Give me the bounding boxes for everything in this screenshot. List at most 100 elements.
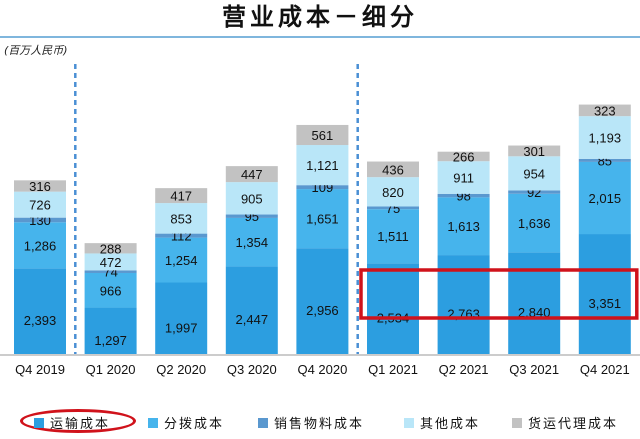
title-underline: [0, 36, 640, 38]
x-tick-label-q1-2020: Q1 2020: [86, 362, 136, 377]
bar-segment-q4-2021-other: [578, 116, 631, 159]
legend-swatch-other: [404, 417, 414, 428]
data-label-q4-2019-freight-agency: 316: [29, 179, 51, 194]
bar-segment-q3-2020-sales-material: [225, 214, 278, 218]
x-tick-label-q2-2020: Q2 2020: [156, 362, 206, 377]
data-label-q1-2020-other: 472: [100, 255, 122, 270]
x-tick-label-q3-2021: Q3 2021: [509, 362, 559, 377]
bar-segment-q4-2020-freight-agency: [296, 124, 349, 146]
data-label-q3-2021-other: 954: [523, 166, 545, 181]
bar-segment-q1-2021-subcontract: [367, 209, 419, 264]
data-label-q3-2020-subcontract: 1,354: [236, 235, 269, 250]
data-label-q2-2020-subcontract: 1,254: [165, 253, 198, 268]
bar-segment-q1-2021-sales-material: [367, 206, 419, 210]
bar-segment-q3-2021-other: [508, 156, 561, 191]
bar-segment-q2-2020-sales-material: [155, 233, 208, 238]
data-label-q4-2020-transport: 2,956: [306, 303, 339, 318]
bar-segment-q1-2020-subcontract: [84, 272, 137, 308]
bar-segment-q2-2021-subcontract: [437, 197, 490, 256]
bar-segment-q4-2021-sales-material: [578, 158, 631, 162]
legend-item-freight-agency: 货运代理成本: [512, 413, 618, 432]
bar-segment-q1-2021-other: [367, 177, 419, 207]
data-label-q2-2020-other: 853: [170, 211, 192, 226]
bar-segment-q4-2019-freight-agency: [14, 180, 66, 192]
bar-segment-q2-2021-other: [437, 161, 490, 194]
bar-segment-q1-2020-sales-material: [84, 270, 137, 273]
bar-segment-q2-2020-transport: [155, 282, 208, 354]
x-tick-label-q3-2020: Q3 2020: [227, 362, 277, 377]
data-label-q1-2020-transport: 1,297: [94, 333, 127, 348]
data-label-q4-2021-other: 1,193: [589, 130, 622, 145]
data-label-q1-2020-subcontract: 966: [100, 283, 122, 298]
bar-segment-q3-2020-freight-agency: [225, 166, 278, 183]
x-tick-label-q2-2021: Q2 2021: [439, 362, 489, 377]
bar-segment-q2-2021-sales-material: [437, 193, 490, 198]
x-tick-label-q1-2021: Q1 2021: [368, 362, 418, 377]
legend-label-sales-material: 销售物料成本: [274, 417, 365, 432]
bar-segment-q3-2021-subcontract: [508, 193, 561, 253]
data-label-q1-2021-freight-agency: 436: [382, 162, 404, 177]
data-label-q2-2021-subcontract: 1,613: [447, 219, 480, 234]
bar-segment-q4-2021-subcontract: [578, 161, 631, 235]
bar-segment-q4-2021-freight-agency: [578, 104, 631, 117]
x-tick-label-q4-2021: Q4 2021: [580, 362, 630, 377]
bar-segment-q1-2021-transport: [367, 263, 419, 354]
data-label-q4-2020-subcontract: 1,651: [306, 212, 339, 227]
legend-highlight-ring: [20, 409, 136, 433]
bar-segment-q4-2020-transport: [296, 248, 349, 354]
data-label-q3-2021-freight-agency: 301: [523, 144, 545, 159]
bar-segment-q3-2021-freight-agency: [508, 145, 561, 157]
data-label-q3-2020-other: 905: [241, 191, 263, 206]
legend: 运输成本 分拨成本 销售物料成本 其他成本 货运代理成本: [0, 409, 640, 435]
legend-label-subcontract: 分拨成本: [164, 417, 225, 432]
data-label-q1-2021-other: 820: [382, 185, 404, 200]
data-label-q4-2021-subcontract: 2,015: [589, 191, 622, 206]
bar-segment-q3-2020-subcontract: [225, 217, 278, 267]
legend-label-freight-agency: 货运代理成本: [528, 417, 619, 432]
bar-segment-q3-2021-transport: [508, 252, 561, 354]
bar-segment-q4-2020-sales-material: [296, 185, 349, 190]
bar-segment-q2-2021-freight-agency: [437, 151, 490, 162]
unit-label: (百万人民币): [4, 44, 68, 57]
x-tick-label-q4-2020: Q4 2020: [297, 362, 347, 377]
bar-segment-q2-2020-freight-agency: [155, 188, 208, 204]
data-label-q2-2020-transport: 1,997: [165, 320, 198, 335]
bar-segment-q4-2019-subcontract: [14, 222, 66, 269]
data-label-q4-2021-transport: 3,351: [589, 296, 622, 311]
bar-segment-q4-2019-transport: [14, 268, 66, 354]
bar-segment-q2-2020-subcontract: [155, 237, 208, 283]
bar-segment-q4-2020-subcontract: [296, 189, 349, 249]
legend-swatch-freight-agency: [512, 417, 522, 428]
legend-swatch-subcontract: [148, 417, 158, 428]
data-label-q3-2020-transport: 2,447: [236, 312, 269, 327]
legend-label-other: 其他成本: [420, 417, 481, 432]
legend-label-transport: 运输成本: [50, 417, 111, 432]
legend-item-transport: 运输成本: [34, 413, 110, 432]
bar-segment-q4-2021-transport: [578, 234, 631, 354]
data-label-q2-2020-freight-agency: 417: [170, 189, 192, 204]
bar-segment-q1-2020-freight-agency: [84, 243, 137, 254]
legend-item-sales-material: 销售物料成本: [258, 413, 364, 432]
legend-item-subcontract: 分拨成本: [148, 413, 224, 432]
data-label-q4-2019-subcontract: 1,286: [24, 238, 57, 253]
data-label-q4-2020-freight-agency: 561: [312, 128, 334, 143]
bar-segment-q3-2021-sales-material: [508, 190, 561, 194]
data-label-q4-2019-other: 726: [29, 198, 51, 213]
legend-swatch-transport: [34, 417, 44, 428]
data-label-q4-2021-freight-agency: 323: [594, 103, 616, 118]
bar-segment-q4-2019-sales-material: [14, 217, 66, 223]
data-label-q2-2021-freight-agency: 266: [453, 149, 475, 164]
bar-segment-q1-2021-freight-agency: [367, 161, 419, 178]
bar-segment-q3-2020-other: [225, 182, 278, 215]
legend-swatch-sales-material: [258, 417, 268, 428]
bar-segment-q4-2019-other: [14, 191, 66, 218]
data-label-q1-2020-freight-agency: 288: [100, 241, 122, 256]
data-label-q3-2021-subcontract: 1,636: [518, 216, 551, 231]
bar-segment-q1-2020-other: [84, 253, 137, 271]
bar-segment-q4-2020-other: [296, 145, 349, 186]
bar-segment-q2-2020-other: [155, 203, 208, 234]
bar-segment-q3-2020-transport: [225, 266, 278, 354]
data-label-q3-2020-freight-agency: 447: [241, 167, 263, 182]
data-label-q4-2020-other: 1,121: [306, 158, 339, 173]
